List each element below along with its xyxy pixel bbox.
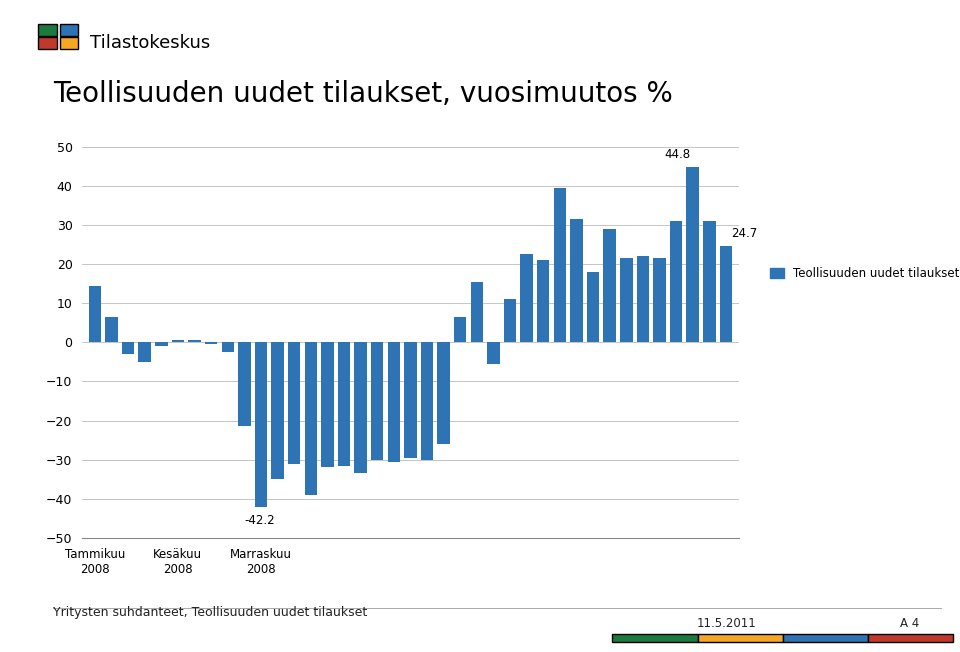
Bar [720, 246, 732, 342]
Bar [272, 342, 284, 479]
Bar [670, 221, 683, 342]
Bar [537, 260, 549, 342]
Legend: Teollisuuden uudet tilaukset: Teollisuuden uudet tilaukset [765, 262, 960, 284]
Bar [703, 221, 715, 342]
Text: A 4: A 4 [900, 617, 920, 630]
Bar [238, 342, 251, 426]
Bar [188, 340, 201, 342]
Bar [172, 340, 184, 342]
Text: 11.5.2011: 11.5.2011 [697, 617, 756, 630]
Bar [106, 317, 118, 342]
Bar [122, 342, 134, 354]
Text: 44.8: 44.8 [664, 148, 691, 161]
Bar [686, 167, 699, 342]
Bar [570, 219, 583, 342]
Bar [138, 342, 151, 362]
Bar [504, 299, 516, 342]
Bar [404, 342, 417, 458]
Bar [470, 282, 483, 342]
Text: -42.2: -42.2 [244, 514, 275, 527]
Bar [338, 342, 350, 466]
Bar [354, 342, 367, 473]
Bar [587, 272, 599, 342]
Bar [222, 342, 234, 352]
Bar [620, 258, 633, 342]
Bar [204, 342, 217, 344]
Bar [653, 258, 665, 342]
Bar [156, 342, 168, 346]
Bar [88, 286, 101, 342]
Bar [636, 256, 649, 342]
Bar [438, 342, 450, 444]
Text: 24.7: 24.7 [731, 227, 757, 240]
Bar [254, 342, 267, 507]
Bar [322, 342, 333, 467]
Bar [304, 342, 317, 495]
Bar [604, 229, 616, 342]
Bar [520, 254, 533, 342]
Text: Yritysten suhdanteet, Teollisuuden uudet tilaukset: Yritysten suhdanteet, Teollisuuden uudet… [53, 606, 367, 619]
Text: Teollisuuden uudet tilaukset, vuosimuutos %: Teollisuuden uudet tilaukset, vuosimuuto… [53, 80, 673, 108]
Bar [420, 342, 433, 460]
Text: Tilastokeskus: Tilastokeskus [90, 34, 210, 52]
Bar [454, 317, 467, 342]
Bar [488, 342, 499, 364]
Bar [554, 188, 566, 342]
Bar [371, 342, 383, 460]
Bar [388, 342, 400, 462]
Bar [288, 342, 300, 464]
